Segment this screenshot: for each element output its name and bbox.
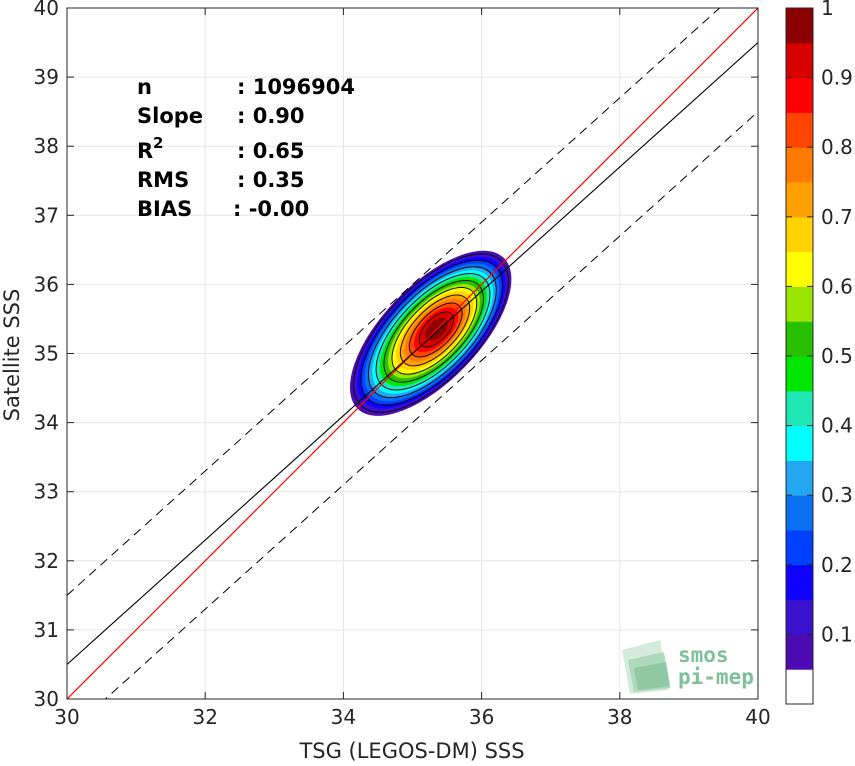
colorbar-tick-label: 0.1 bbox=[821, 622, 853, 646]
colorbar-segment bbox=[786, 216, 813, 253]
y-tick-label: 37 bbox=[34, 203, 59, 227]
x-tick-label: 30 bbox=[54, 705, 79, 729]
y-tick-label: 33 bbox=[34, 480, 59, 504]
x-axis-title: TSG (LEGOS-DM) SSS bbox=[298, 739, 524, 763]
colorbar-tick-label: 0.4 bbox=[821, 414, 853, 438]
stat-r2-label: R bbox=[137, 139, 153, 163]
colorbar-tick-label: 0.9 bbox=[821, 66, 853, 90]
logo-line1: smos bbox=[678, 643, 729, 667]
colorbar-tick-label: 0.7 bbox=[821, 205, 853, 229]
colorbar: 0.1 0.2 0.3 0.4 0.5 0.6 0.7 0.8 0.9 1 bbox=[786, 0, 853, 705]
stat-slope-value: : 0.90 bbox=[237, 104, 305, 128]
y-axis-title: Satellite SSS bbox=[0, 289, 24, 422]
colorbar-segment bbox=[786, 425, 813, 461]
y-tick-label: 40 bbox=[34, 0, 59, 20]
colorbar-segment bbox=[786, 112, 813, 148]
y-tick-label: 36 bbox=[34, 272, 59, 296]
colorbar-segment bbox=[786, 669, 813, 705]
y-tick-label: 35 bbox=[34, 342, 59, 366]
colorbar-tick-label: 0.5 bbox=[821, 344, 853, 368]
y-tick-label: 30 bbox=[34, 687, 59, 711]
colorbar-segment bbox=[786, 251, 813, 287]
colorbar-segment bbox=[786, 321, 813, 357]
colorbar-segment bbox=[786, 530, 813, 566]
y-tick-label: 34 bbox=[34, 411, 59, 435]
y-tick-label: 39 bbox=[34, 65, 59, 89]
upper-bound-line bbox=[67, 8, 721, 596]
colorbar-segment bbox=[786, 42, 813, 79]
stat-slope-label: Slope bbox=[137, 104, 203, 128]
colorbar-tick-label: 0.3 bbox=[821, 483, 853, 507]
stat-n-label: n bbox=[137, 75, 152, 99]
colorbar-segment bbox=[786, 599, 813, 635]
stat-r2-sup: 2 bbox=[153, 134, 163, 152]
colorbar-segment bbox=[786, 460, 813, 496]
colorbar-segment bbox=[786, 147, 813, 183]
colorbar-segment bbox=[786, 495, 813, 531]
stat-rms-value: : 0.35 bbox=[237, 168, 305, 192]
colorbar-segment bbox=[786, 564, 813, 601]
logo-line2: pi-mep bbox=[678, 665, 754, 689]
stat-bias-label: BIAS bbox=[137, 197, 192, 221]
stat-n-value: : 1096904 bbox=[237, 75, 355, 99]
stat-rms-label: RMS bbox=[137, 168, 189, 192]
y-tick-label: 32 bbox=[34, 549, 59, 573]
colorbar-segment bbox=[786, 77, 813, 113]
x-tick-label: 34 bbox=[331, 705, 356, 729]
x-tick-label: 38 bbox=[607, 705, 632, 729]
x-tick-label: 36 bbox=[469, 705, 494, 729]
lower-bound-line bbox=[104, 111, 758, 699]
colorbar-segment bbox=[786, 286, 813, 322]
axis-ticks: 30 32 34 36 38 40 30 31 32 33 34 35 36 37 38 39 40 bbox=[34, 0, 771, 729]
y-tick-label: 38 bbox=[34, 134, 59, 158]
colorbar-box bbox=[785, 7, 814, 705]
colorbar-tick-label: 0.6 bbox=[821, 274, 853, 298]
colorbar-segment bbox=[786, 8, 813, 44]
stat-r2-value: : 0.65 bbox=[237, 139, 305, 163]
colorbar-tick-label: 0.8 bbox=[821, 135, 853, 159]
stats-block: n : 1096904 Slope : 0.90 R 2 : 0.65 RMS … bbox=[137, 75, 355, 221]
colorbar-segment bbox=[786, 182, 813, 218]
y-tick-label: 31 bbox=[34, 618, 59, 642]
colorbar-segment bbox=[786, 356, 813, 392]
smos-pi-mep-logo: smos pi-mep bbox=[622, 640, 754, 694]
colorbar-tick-label: 0.2 bbox=[821, 553, 853, 577]
regression-line bbox=[67, 42, 758, 665]
stat-bias-value: : -0.00 bbox=[233, 197, 309, 221]
colorbar-tick-label: 1 bbox=[821, 0, 834, 20]
x-tick-label: 32 bbox=[192, 705, 217, 729]
colorbar-segment bbox=[786, 390, 813, 427]
colorbar-segment bbox=[786, 634, 813, 670]
x-tick-label: 40 bbox=[745, 705, 770, 729]
reference-lines bbox=[67, 8, 758, 699]
